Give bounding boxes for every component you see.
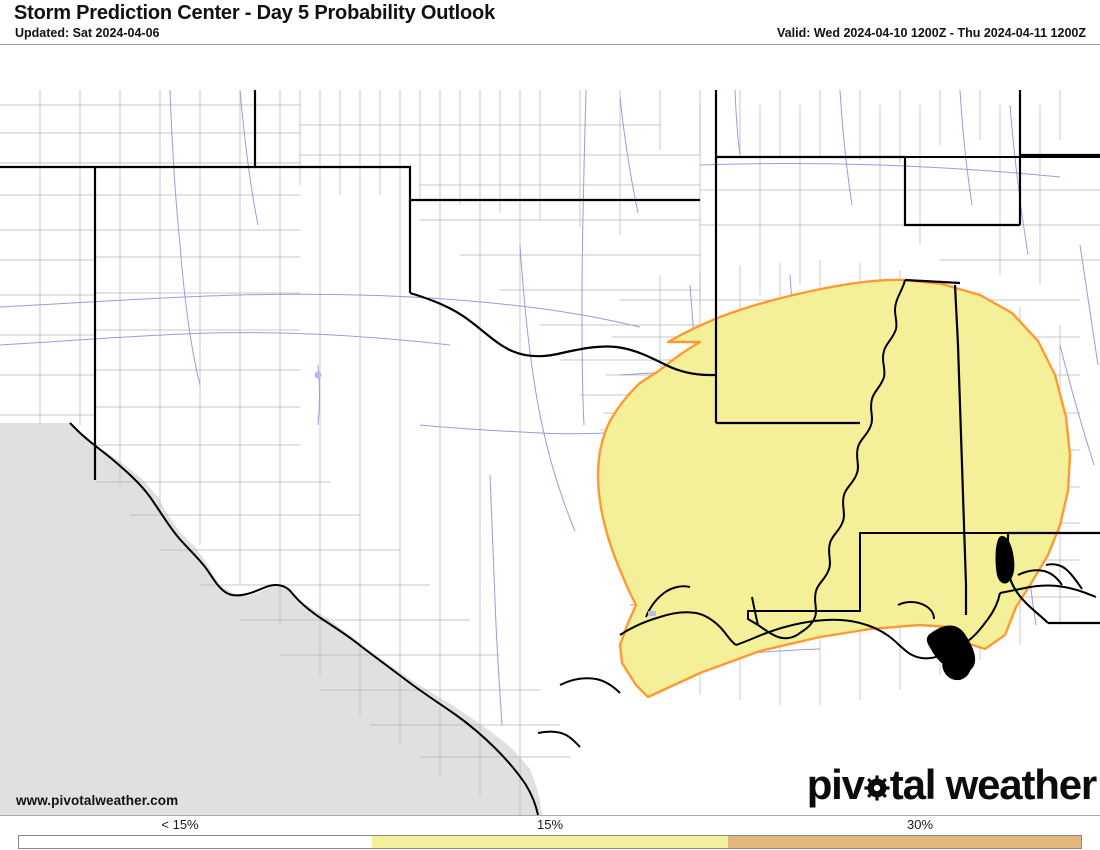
legend-label-0: < 15% [161, 817, 199, 832]
valid-time-range: Valid: Wed 2024-04-10 1200Z - Thu 2024-0… [777, 26, 1086, 40]
legend-color-bar [18, 835, 1082, 849]
legend-swatch-cat-30 [727, 836, 1081, 848]
legend-label-1: 15% [536, 817, 564, 832]
legend-swatch-cat-15 [372, 836, 728, 848]
website-url: www.pivotalweather.com [16, 793, 179, 808]
map-canvas[interactable] [0, 45, 1100, 815]
mississippi-river-border [747, 279, 1008, 640]
pivotal-weather-logo: piv tal weather [806, 761, 1098, 808]
probability-legend: < 15% 15% 30% [0, 815, 1100, 850]
legend-label-2: 30% [906, 817, 934, 832]
risk-area-15-percent[interactable] [596, 278, 1072, 699]
gear-icon [864, 764, 890, 806]
logo-text-part1: piv [806, 761, 865, 808]
header-bar: Storm Prediction Center - Day 5 Probabil… [0, 0, 1100, 45]
delta-lobe-2 [942, 651, 972, 681]
inland-lakes [314, 371, 656, 616]
page-title: Storm Prediction Center - Day 5 Probabil… [14, 2, 495, 24]
map-svg [0, 45, 1100, 815]
mobile-bay [995, 535, 1015, 584]
updated-timestamp: Updated: Sat 2024-04-06 [15, 26, 160, 40]
logo-text-part2: tal weather [889, 761, 1097, 808]
mexico-region [0, 423, 60, 815]
coastline [69, 422, 1097, 815]
state-boundaries [0, 90, 1100, 640]
legend-swatch-below-15 [19, 836, 373, 848]
legend-labels: < 15% 15% 30% [0, 816, 1100, 833]
gulf-water [0, 423, 542, 815]
